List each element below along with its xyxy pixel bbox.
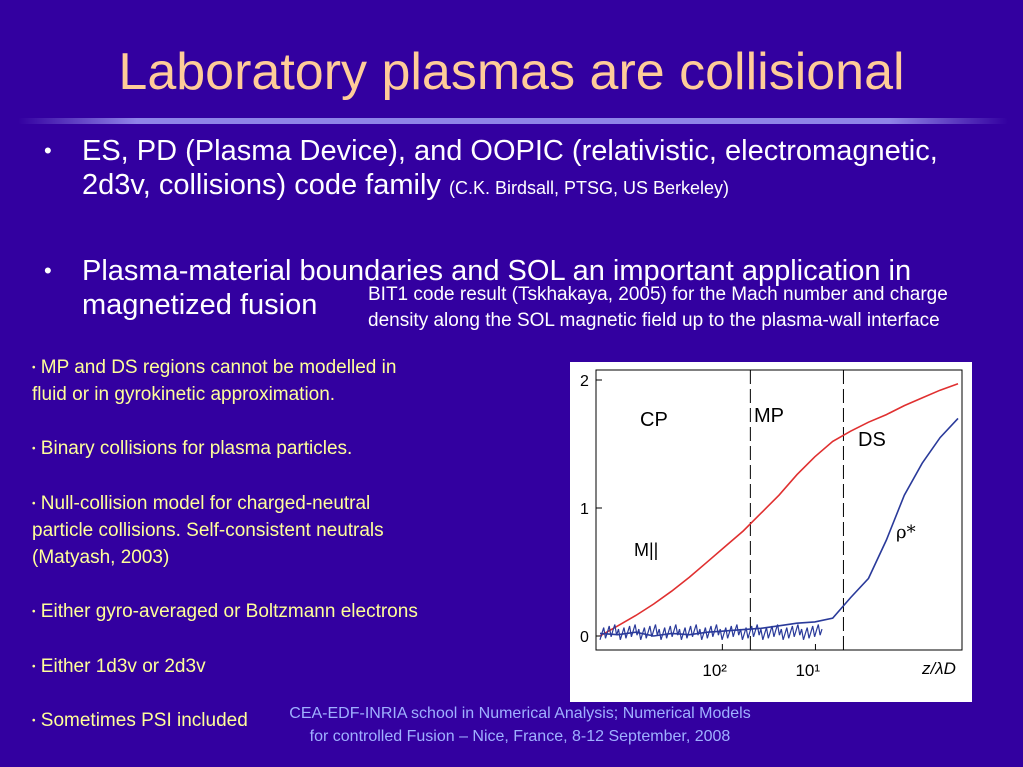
- sub-bullet-line: • MP and DS regions cannot be modelled i…: [32, 354, 552, 381]
- sub-bullet-line: particle collisions. Self-consistent neu…: [32, 517, 552, 544]
- sub-bullet-marker: •: [32, 498, 36, 510]
- sub-bullet-line: • Either gyro-averaged or Boltzmann elec…: [32, 598, 552, 625]
- sub-bullet-text: particle collisions. Self-consistent neu…: [32, 520, 384, 542]
- sub-bullet-text: MP and DS regions cannot be modelled in: [40, 357, 397, 378]
- caption-line: density along the SOL magnetic field up …: [368, 310, 940, 331]
- x-axis-label: z/λD: [921, 659, 956, 678]
- sub-bullet-marker: •: [32, 715, 36, 727]
- region-label: DS: [858, 429, 886, 451]
- series-label-rho: ρ*: [896, 522, 916, 543]
- title-divider: [18, 118, 1008, 124]
- bullet-text: Plasma-material boundaries and SOL an im…: [82, 255, 912, 321]
- sub-bullet-list: • MP and DS regions cannot be modelled i…: [32, 354, 552, 735]
- bullet-sol-application: • Plasma-material boundaries and SOL an …: [44, 254, 1004, 322]
- region-label: CP: [640, 409, 668, 431]
- footer-line: CEA-EDF-INRIA school in Numerical Analys…: [289, 705, 751, 722]
- sub-bullet-line: (Matyash, 2003): [32, 544, 552, 571]
- bullet-marker: •: [44, 138, 52, 163]
- sub-bullet-text: Sometimes PSI included: [40, 710, 248, 732]
- sub-bullet-text: Either 1d3v or 2d3v: [40, 655, 206, 677]
- y-tick-label: 0: [580, 629, 589, 646]
- sub-bullet-line: • Either 1d3v or 2d3v: [32, 653, 552, 680]
- figure-caption: BIT1 code result (Tskhakaya, 2005) for t…: [368, 282, 1008, 334]
- x-tick-label: 10²: [702, 661, 727, 680]
- series-noise: [599, 624, 823, 640]
- series-label-mach: M||: [634, 540, 658, 560]
- sub-bullet-line: • Binary collisions for plasma particles…: [32, 435, 552, 462]
- sub-bullet-text: Binary collisions for plasma particles.: [40, 438, 353, 460]
- main-bullets: • ES, PD (Plasma Device), and OOPIC (rel…: [44, 134, 1004, 321]
- mach-number-figure: 0 1 2 10² 10¹ z/λD CP MP DS M|| ρ*: [570, 362, 972, 702]
- bullet-text: ES, PD (Plasma Device), and OOPIC (relat…: [82, 135, 938, 201]
- sub-bullet-text: Null-collision model for charged-neutral: [40, 492, 371, 514]
- mach-chart: 0 1 2 10² 10¹ z/λD CP MP DS M|| ρ*: [580, 369, 963, 680]
- bullet-marker: •: [44, 258, 52, 283]
- sub-bullet-marker: •: [32, 362, 36, 374]
- bullet-citation: (C.K. Birdsall, PTSG, US Berkeley): [448, 178, 730, 198]
- sub-bullet-line: • Null-collision model for charged-neutr…: [32, 490, 552, 517]
- sub-bullet-marker: •: [32, 606, 36, 618]
- region-label: MP: [754, 405, 784, 427]
- y-tick-label: 2: [580, 373, 589, 390]
- sub-bullet-marker: •: [32, 661, 36, 673]
- x-tick-label: 10¹: [795, 661, 820, 680]
- plot-frame: [595, 369, 963, 651]
- y-tick-label: 1: [580, 501, 589, 518]
- footer-line: for controlled Fusion – Nice, France, 8-…: [309, 728, 731, 745]
- series-line: [599, 383, 959, 637]
- bullet-code-family: • ES, PD (Plasma Device), and OOPIC (rel…: [44, 134, 1004, 205]
- footer: CEA-EDF-INRIA school in Numerical Analys…: [200, 702, 840, 748]
- sub-bullet-line: fluid or in gyrokinetic approximation.: [32, 381, 552, 408]
- sub-bullet-marker: •: [32, 443, 36, 455]
- sub-bullet-line: • Sometimes PSI included: [32, 707, 552, 734]
- sub-bullet-text: Either gyro-averaged or Boltzmann electr…: [40, 601, 418, 623]
- sub-bullet-text: (Matyash, 2003): [32, 547, 170, 569]
- slide-title: Laboratory plasmas are collisional: [118, 43, 905, 101]
- sub-bullet-text: fluid or in gyrokinetic approximation.: [32, 384, 336, 406]
- caption-line: BIT1 code result (Tskhakaya, 2005) for t…: [368, 284, 948, 305]
